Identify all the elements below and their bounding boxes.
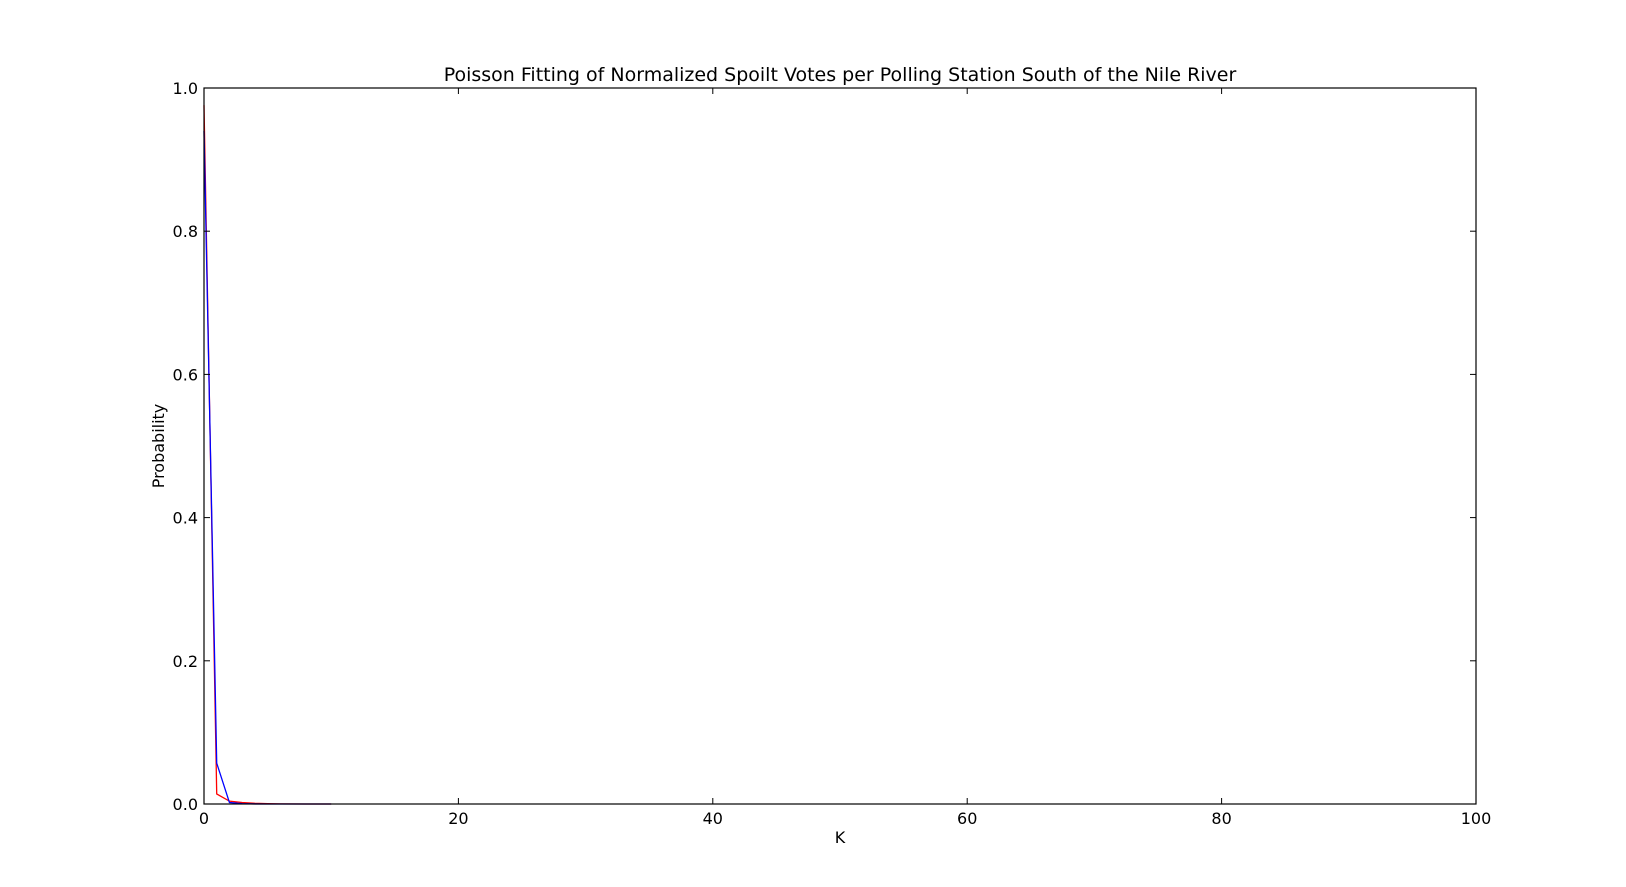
series-layer xyxy=(203,105,332,805)
y-tick-label: 0.2 xyxy=(173,652,198,671)
plot-frame xyxy=(203,87,1477,805)
x-axis-label: K xyxy=(835,828,846,847)
series-line-1 xyxy=(203,105,332,805)
x-tick-label: 80 xyxy=(1211,809,1231,828)
y-tick-label: 0.8 xyxy=(173,222,198,241)
ticks-layer: 0 20 40 60 80 100 0.0 0.2 0.4 0.6 0.8 1.0 xyxy=(173,79,1492,828)
x-tick-label: 40 xyxy=(703,809,723,828)
x-tick-label: 0 xyxy=(199,809,209,828)
y-axis-label: Probability xyxy=(149,404,168,489)
x-tick-label: 20 xyxy=(448,809,468,828)
chart-title: Poisson Fitting of Normalized Spoilt Vot… xyxy=(444,64,1237,86)
y-tick-label: 0.6 xyxy=(173,365,198,384)
x-tick-label: 100 xyxy=(1461,809,1492,828)
y-tick-label: 0.4 xyxy=(173,509,198,528)
x-tick-label: 60 xyxy=(957,809,977,828)
series-line-2 xyxy=(203,130,332,805)
y-tick-label: 1.0 xyxy=(173,79,198,98)
y-tick-label: 0.0 xyxy=(173,795,198,814)
